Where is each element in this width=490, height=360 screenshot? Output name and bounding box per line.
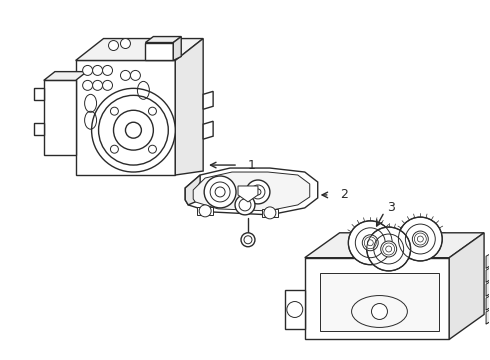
Circle shape (204, 176, 236, 208)
Circle shape (102, 66, 113, 75)
Circle shape (244, 236, 252, 244)
Circle shape (121, 71, 130, 80)
Polygon shape (285, 289, 305, 329)
Text: 2: 2 (340, 188, 347, 202)
Circle shape (83, 80, 93, 90)
Polygon shape (146, 42, 173, 60)
Circle shape (398, 217, 442, 261)
Polygon shape (193, 172, 310, 211)
Polygon shape (203, 91, 213, 109)
Circle shape (110, 107, 119, 115)
Polygon shape (319, 273, 439, 332)
Circle shape (93, 80, 102, 90)
Circle shape (413, 231, 428, 247)
Circle shape (110, 145, 119, 153)
Polygon shape (175, 39, 203, 175)
Polygon shape (486, 302, 490, 324)
Polygon shape (75, 60, 175, 175)
Circle shape (381, 241, 397, 257)
Circle shape (241, 233, 255, 247)
Polygon shape (305, 233, 484, 258)
Polygon shape (449, 233, 484, 339)
Circle shape (148, 145, 156, 153)
Polygon shape (185, 175, 200, 205)
Polygon shape (486, 246, 490, 268)
Circle shape (83, 66, 93, 75)
Circle shape (93, 66, 102, 75)
Polygon shape (185, 168, 318, 215)
Polygon shape (486, 260, 490, 282)
Circle shape (235, 195, 255, 215)
Polygon shape (173, 37, 181, 60)
Circle shape (102, 80, 113, 90)
Polygon shape (197, 207, 213, 215)
Circle shape (287, 302, 303, 318)
Text: 3: 3 (388, 201, 395, 215)
Circle shape (130, 71, 141, 80)
Polygon shape (486, 274, 490, 296)
Polygon shape (44, 80, 75, 155)
Circle shape (348, 221, 392, 265)
Polygon shape (34, 88, 44, 100)
Circle shape (264, 207, 276, 219)
Circle shape (121, 39, 130, 49)
Text: 1: 1 (248, 158, 256, 172)
Circle shape (108, 41, 119, 50)
Circle shape (148, 107, 156, 115)
Polygon shape (34, 123, 44, 135)
Polygon shape (203, 121, 213, 139)
Polygon shape (146, 37, 181, 42)
Polygon shape (486, 288, 490, 310)
Polygon shape (75, 39, 203, 60)
Circle shape (246, 180, 270, 204)
Polygon shape (262, 209, 278, 217)
Circle shape (367, 227, 411, 271)
Circle shape (371, 303, 388, 319)
Polygon shape (305, 258, 449, 339)
Circle shape (199, 205, 211, 217)
Polygon shape (44, 72, 87, 80)
Circle shape (362, 235, 378, 251)
Polygon shape (238, 186, 258, 202)
Circle shape (92, 88, 175, 172)
